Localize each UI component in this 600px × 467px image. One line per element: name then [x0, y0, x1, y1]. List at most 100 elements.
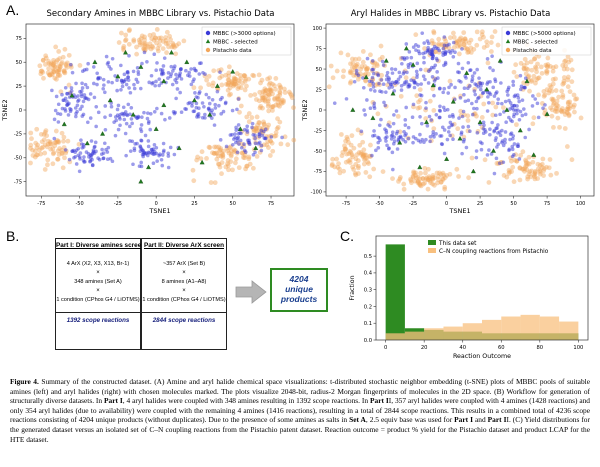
- pistachio-point: [262, 98, 268, 104]
- pistachio-point: [241, 72, 247, 78]
- mbbc-point: [451, 114, 455, 119]
- pistachio-point: [510, 164, 516, 170]
- mbbc-point: [433, 63, 438, 68]
- mbbc-point: [410, 115, 415, 120]
- mbbc-point: [449, 82, 453, 87]
- mbbc-point: [190, 104, 194, 108]
- pistachio-point: [332, 164, 338, 170]
- pistachio-point: [441, 172, 447, 178]
- mbbc-point: [126, 78, 131, 82]
- pistachio-point: [145, 43, 151, 49]
- pistachio-point: [440, 176, 446, 182]
- mbbc-point: [374, 148, 378, 153]
- pistachio-point: [267, 138, 273, 144]
- mbbc-point: [418, 132, 422, 137]
- hist-y-tick-label: 0.4: [364, 271, 373, 277]
- y-tick-label: -75: [14, 179, 22, 185]
- mbbc-point: [221, 109, 226, 114]
- pistachio-point: [535, 161, 541, 167]
- pistachio-point: [59, 151, 65, 157]
- mbbc-point: [409, 55, 414, 60]
- pistachio-point: [224, 81, 229, 87]
- pistachio-point: [240, 80, 245, 86]
- pistachio-point: [134, 51, 140, 57]
- pistachio-point: [347, 160, 353, 165]
- mbbc-point: [492, 129, 496, 134]
- pistachio-point: [55, 69, 61, 74]
- pistachio-point: [546, 90, 552, 96]
- pistachio-point: [539, 70, 545, 76]
- mbbc-point: [359, 129, 364, 134]
- pistachio-point: [235, 86, 241, 91]
- pistachio-point: [437, 170, 442, 176]
- pistachio-point: [252, 92, 258, 98]
- pistachio-point: [346, 158, 351, 164]
- mbbc-point: [517, 117, 522, 122]
- part1-line2: 348 amines (Set A): [74, 279, 122, 285]
- pistachio-point: [220, 152, 226, 158]
- pistachio-point: [232, 78, 238, 84]
- pistachio-point: [278, 84, 283, 90]
- mbbc-point: [378, 138, 382, 143]
- hist-y-tick-label: 0.0: [364, 338, 372, 344]
- pistachio-point: [191, 85, 197, 91]
- pistachio-point: [347, 157, 353, 163]
- pistachio-point: [59, 150, 65, 156]
- pistachio-point: [64, 64, 70, 70]
- pistachio-point: [415, 174, 421, 180]
- mbbc-point: [121, 105, 126, 110]
- mbbc-point: [368, 87, 373, 92]
- mbbc-point: [541, 106, 545, 110]
- hist-bar-pistachio: [482, 319, 502, 340]
- mbbc-point: [497, 130, 502, 134]
- mbbc-point: [415, 75, 419, 79]
- pistachio-point: [447, 78, 453, 84]
- pistachio-point: [509, 169, 514, 174]
- pistachio-point: [59, 130, 65, 136]
- mbbc-point: [361, 85, 366, 90]
- mbbc-point: [437, 86, 442, 91]
- pistachio-point: [260, 89, 266, 95]
- pistachio-point: [226, 64, 232, 70]
- part1-line1: 4 ArX (X2, X3, X13, Br-1): [66, 261, 130, 267]
- pistachio-point: [256, 72, 262, 78]
- mbbc-point: [447, 85, 451, 90]
- mbbc-point: [412, 85, 417, 90]
- mbbc-point: [437, 115, 442, 120]
- pistachio-point: [427, 175, 433, 181]
- mbbc-point: [138, 149, 143, 154]
- mbbc-point: [200, 101, 205, 105]
- pistachio-point: [59, 60, 65, 65]
- mbbc-point: [415, 72, 419, 77]
- mbbc-point: [113, 133, 118, 138]
- pistachio-point: [276, 96, 282, 102]
- mbbc-point: [432, 93, 436, 98]
- mbbc-point: [152, 109, 157, 114]
- mbbc-point: [193, 91, 197, 95]
- mbbc-point: [398, 74, 403, 79]
- pistachio-point: [535, 61, 540, 67]
- mbbc-point: [119, 78, 124, 83]
- pistachio-point: [244, 114, 250, 120]
- pistachio-point: [267, 87, 273, 93]
- mbbc-point: [80, 81, 84, 86]
- pistachio-point: [28, 145, 33, 151]
- pistachio-point: [340, 149, 346, 155]
- pistachio-point: [549, 88, 555, 94]
- pistachio-point: [494, 160, 500, 166]
- mbbc-point: [512, 142, 517, 146]
- pistachio-point: [131, 38, 137, 44]
- mbbc-point: [387, 86, 392, 90]
- pistachio-point: [170, 41, 176, 46]
- x-tick-label: 50: [510, 201, 516, 207]
- pistachio-point: [457, 42, 462, 48]
- pistachio-point: [551, 100, 557, 106]
- pistachio-point: [548, 84, 554, 90]
- mbbc-point: [402, 82, 407, 86]
- mbbc-point: [458, 96, 463, 100]
- pistachio-point: [54, 139, 60, 145]
- mbbc-point: [66, 113, 71, 117]
- pistachio-point: [471, 46, 477, 52]
- mbbc-point: [443, 108, 447, 113]
- pistachio-point: [358, 151, 364, 157]
